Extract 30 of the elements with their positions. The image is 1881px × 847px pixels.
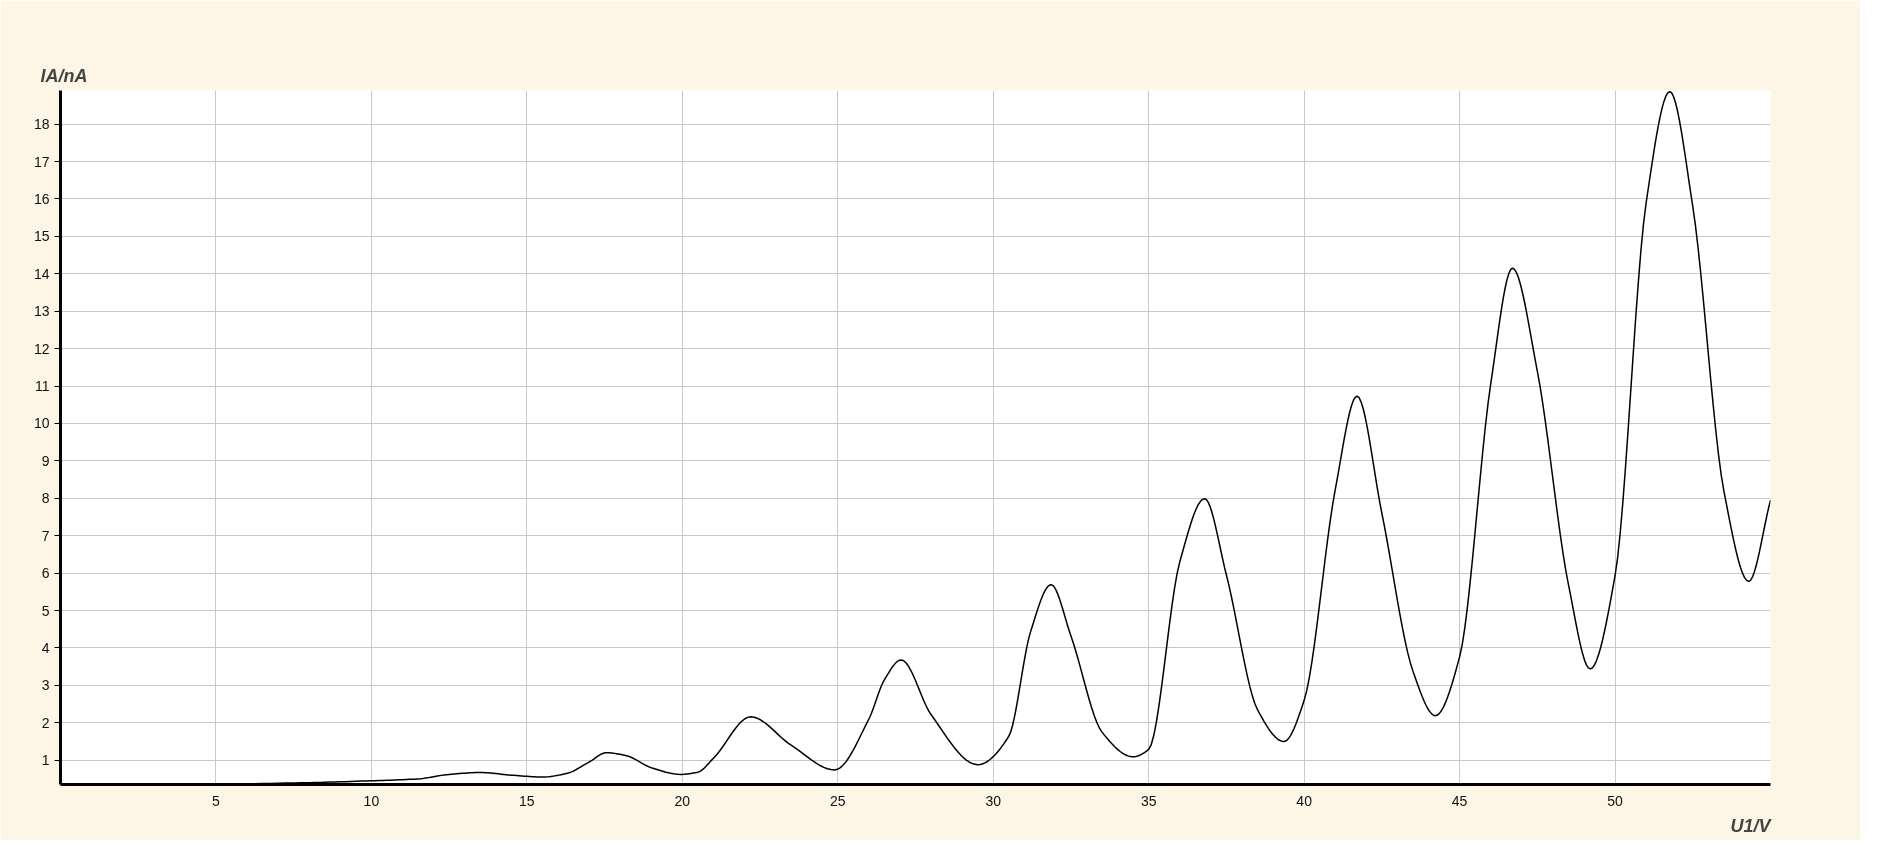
y-tick-label: 2 (41, 714, 50, 731)
y-tick-label: 5 (41, 602, 50, 619)
x-tick-label: 45 (1451, 792, 1468, 809)
x-tick-label: 40 (1296, 792, 1313, 809)
x-tick-label: 50 (1607, 792, 1624, 809)
y-tick-label: 1 (41, 752, 50, 769)
y-tick-label: 16 (33, 191, 50, 207)
x-tick-label: 35 (1140, 792, 1157, 809)
x-tick-label: 30 (985, 792, 1002, 809)
y-tick-label: 17 (33, 153, 50, 170)
y-tick-label: 11 (34, 378, 50, 395)
y-tick-label: 15 (33, 228, 50, 245)
x-tick-label: 20 (674, 792, 691, 809)
y-tick-label: 4 (41, 639, 50, 656)
y-tick-label: 12 (33, 340, 50, 357)
y-tick-label: 13 (33, 303, 50, 320)
x-tick-label: 5 (212, 792, 221, 809)
y-tick-label: 10 (33, 415, 50, 432)
y-axis-title: IA/nA (40, 65, 88, 86)
y-tick-label: 3 (41, 677, 50, 694)
x-tick-label: 25 (829, 792, 846, 809)
y-tick-label: 6 (41, 565, 50, 582)
y-tick-label: 14 (33, 265, 50, 282)
y-tick-label: 18 (33, 116, 50, 133)
x-tick-label: 10 (363, 792, 380, 809)
x-tick-label: 15 (519, 792, 535, 809)
y-tick-label: 7 (41, 527, 50, 544)
y-tick-label: 9 (41, 452, 50, 469)
x-axis-title: U1/V (1730, 815, 1773, 836)
y-tick-label: 8 (41, 490, 50, 507)
